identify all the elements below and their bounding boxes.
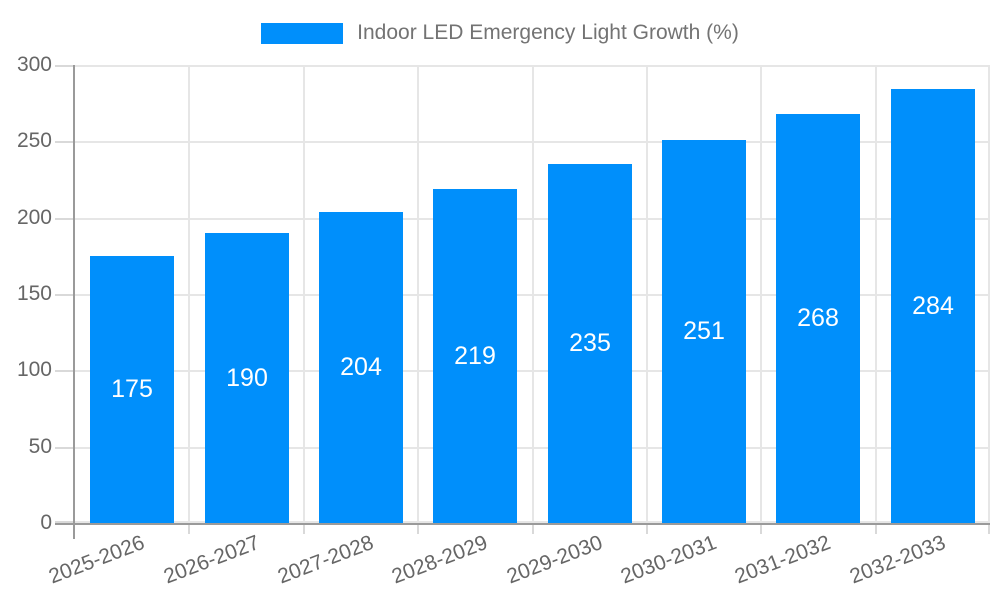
x-gridline <box>532 65 534 523</box>
x-gridline <box>188 65 190 523</box>
chart-legend[interactable]: Indoor LED Emergency Light Growth (%) <box>0 21 1000 45</box>
x-axis-tick <box>760 525 762 534</box>
x-gridline <box>646 65 648 523</box>
y-axis-tick <box>55 141 73 143</box>
bar[interactable]: 251 <box>662 140 746 523</box>
bar[interactable]: 219 <box>433 189 517 523</box>
y-axis-tick <box>55 65 73 67</box>
x-axis-tick <box>646 525 648 534</box>
y-axis-label: 250 <box>16 129 52 152</box>
x-gridline <box>417 65 419 523</box>
x-gridline <box>303 65 305 523</box>
y-axis-tick <box>55 447 73 449</box>
bar[interactable]: 204 <box>319 212 403 523</box>
legend-series-label: Indoor LED Emergency Light Growth (%) <box>357 21 739 44</box>
bar[interactable]: 175 <box>90 256 174 523</box>
y-axis-label: 100 <box>16 358 52 381</box>
y-axis-label: 150 <box>16 282 52 305</box>
x-axis-tick <box>532 525 534 534</box>
y-axis-label: 200 <box>16 206 52 229</box>
x-gridline <box>875 65 877 523</box>
x-gridline <box>760 65 762 523</box>
bar-value-label: 219 <box>454 341 496 370</box>
y-axis-tick <box>55 294 73 296</box>
y-axis-label: 300 <box>16 53 52 76</box>
bar-value-label: 190 <box>226 363 268 392</box>
y-axis-tick <box>55 370 73 372</box>
x-axis-label: 2026-2027 <box>160 531 263 589</box>
plot-area: 175 190 204 219 235 251 268 284 <box>73 65 990 525</box>
y-axis-tick <box>55 521 73 523</box>
y-axis-label: 50 <box>28 435 52 458</box>
y-axis-line-extension <box>73 525 75 539</box>
x-axis-tick <box>303 525 305 534</box>
bar-value-label: 204 <box>340 353 382 381</box>
x-gridline <box>988 65 990 523</box>
bar-value-label: 235 <box>569 329 611 357</box>
y-axis-label: 0 <box>40 511 52 534</box>
x-axis-tick <box>417 525 419 534</box>
x-axis-label: 2028-2029 <box>388 531 491 589</box>
x-axis-label: 2027-2028 <box>274 531 377 589</box>
x-axis-label: 2025-2026 <box>45 531 148 589</box>
bar-value-label: 268 <box>797 304 839 332</box>
y-axis-tick <box>55 218 73 220</box>
bar[interactable]: 284 <box>891 89 975 523</box>
bar-value-label: 251 <box>683 317 725 345</box>
bar[interactable]: 190 <box>205 233 289 523</box>
x-axis-line-extension <box>55 523 73 525</box>
x-axis-label: 2029-2030 <box>503 531 606 589</box>
bar[interactable]: 268 <box>776 114 860 523</box>
bar-value-label: 284 <box>912 291 954 320</box>
x-axis-tick <box>188 525 190 534</box>
x-axis-label: 2031-2032 <box>731 531 834 589</box>
x-axis-tick <box>875 525 877 534</box>
x-axis-label: 2032-2033 <box>846 531 949 589</box>
legend-swatch <box>261 22 344 44</box>
x-axis-label: 2030-2031 <box>617 531 720 589</box>
bar-value-label: 175 <box>111 375 153 403</box>
bar[interactable]: 235 <box>548 164 632 523</box>
x-axis-tick <box>988 525 990 534</box>
